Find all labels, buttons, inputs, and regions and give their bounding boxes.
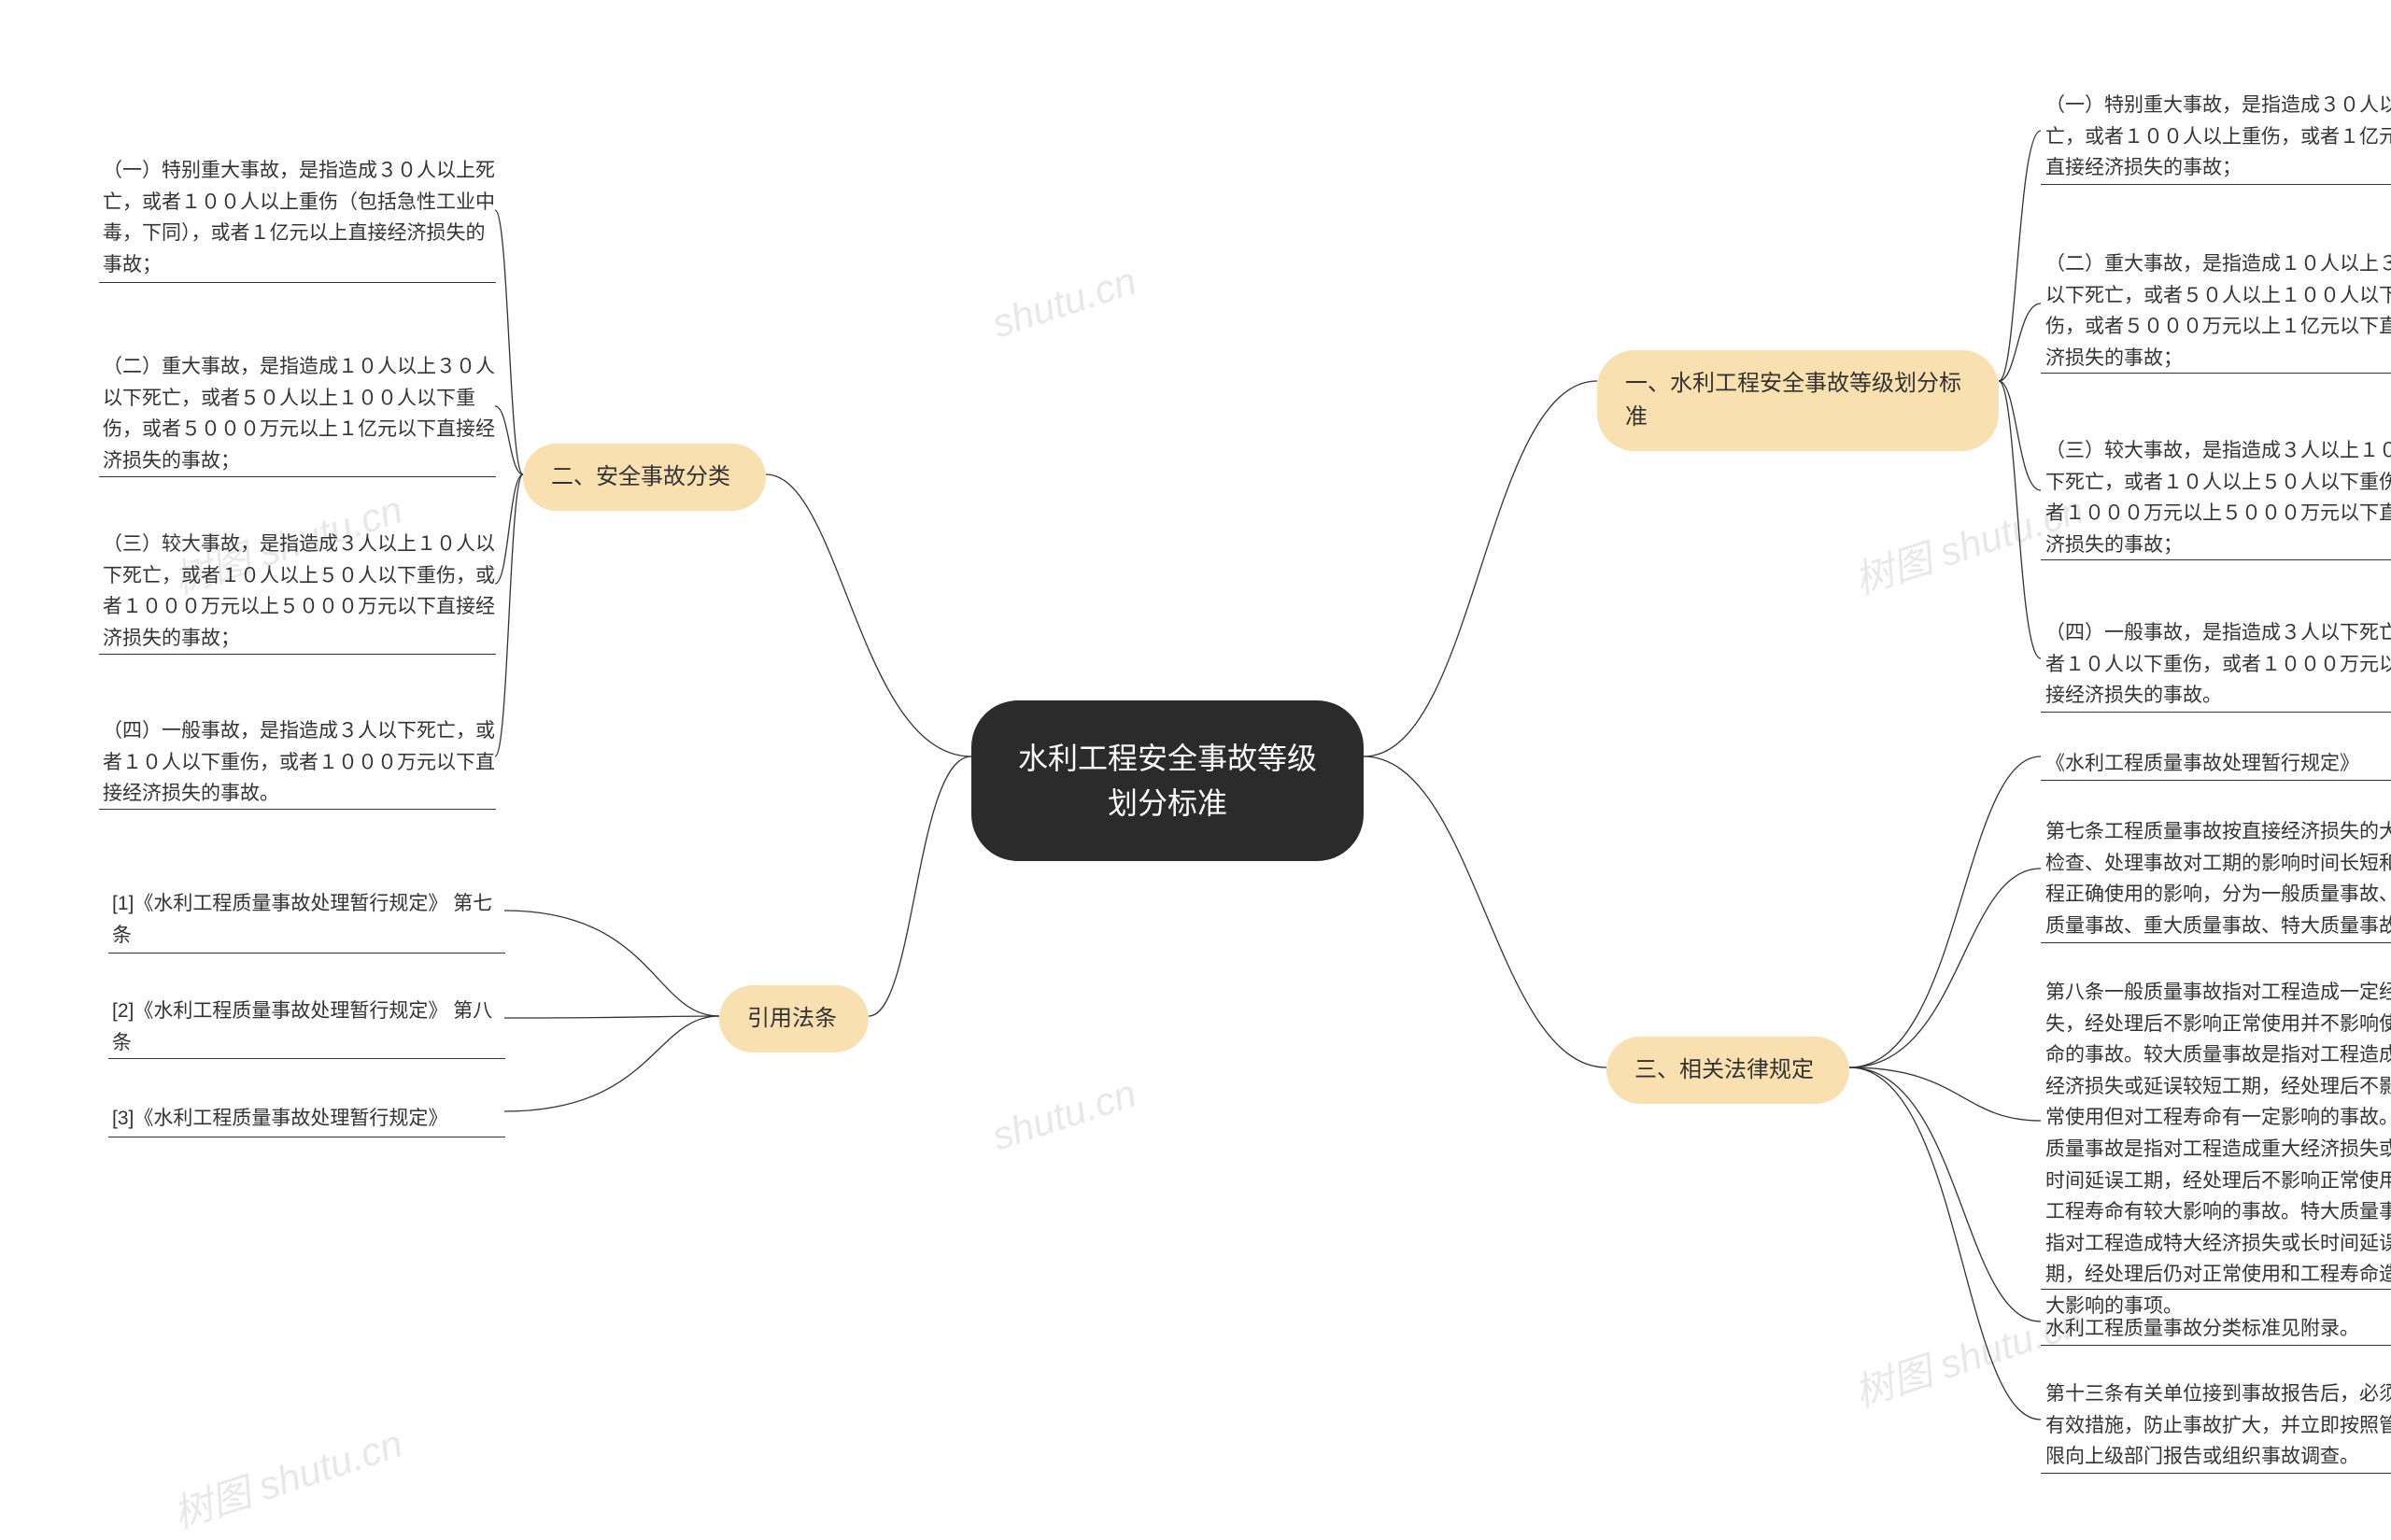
leaf-r1b[interactable]: （二）重大事故，是指造成１０人以上３０人以下死亡，或者５０人以上１００人以下重伤… [2045, 243, 2391, 379]
leaf-l4a[interactable]: [1]《水利工程质量事故处理暂行规定》 第七条 [112, 883, 504, 956]
leaf-r3c[interactable]: 第八条一般质量事故指对工程造成一定经济损失，经处理后不影响正常使用并不影响使用寿… [2045, 971, 2391, 1328]
leaf-r1d[interactable]: （四）一般事故，是指造成３人以下死亡，或者１０人以下重伤，或者１０００万元以下直… [2045, 612, 2391, 717]
leaf-underline [2041, 780, 2391, 781]
leaf-underline [2041, 1345, 2391, 1346]
leaf-underline [2041, 184, 2391, 185]
branch-1[interactable]: 一、水利工程安全事故等级划分标准 [1597, 350, 1999, 451]
leaf-underline [99, 476, 496, 477]
leaf-r3e[interactable]: 第十三条有关单位接到事故报告后，必须采取有效措施，防止事故扩大，并立即按照管理权… [2045, 1373, 2391, 1478]
leaf-r3a[interactable]: 《水利工程质量事故处理暂行规定》 [2045, 742, 2391, 785]
watermark: shutu.cn [986, 1071, 1141, 1160]
leaf-underline [2041, 373, 2391, 374]
branch-3[interactable]: 三、相关法律规定 [1606, 1037, 1849, 1104]
branch-4[interactable]: 引用法条 [719, 985, 869, 1053]
leaf-l2b[interactable]: （二）重大事故，是指造成１０人以上３０人以下死亡，或者５０人以上１００人以下重伤… [103, 346, 495, 482]
leaf-underline [99, 809, 496, 810]
leaf-r1c[interactable]: （三）较大事故，是指造成３人以上１０人以下死亡，或者１０人以上５０人以下重伤，或… [2045, 430, 2391, 566]
leaf-underline [2041, 942, 2391, 943]
leaf-underline [108, 953, 505, 954]
leaf-underline [2041, 1473, 2391, 1474]
leaf-r3d[interactable]: 水利工程质量事故分类标准见附录。 [2045, 1307, 2391, 1350]
leaf-underline [2041, 1289, 2391, 1290]
leaf-l4c[interactable]: [3]《水利工程质量事故处理暂行规定》 [112, 1097, 504, 1140]
leaf-underline [99, 654, 496, 655]
leaf-l2d[interactable]: （四）一般事故，是指造成３人以下死亡，或者１０人以下重伤，或者１０００万元以下直… [103, 710, 495, 815]
leaf-l2a[interactable]: （一）特别重大事故，是指造成３０人以上死亡，或者１００人以上重伤（包括急性工业中… [103, 149, 495, 286]
leaf-l4b[interactable]: [2]《水利工程质量事故处理暂行规定》 第八条 [112, 990, 504, 1064]
leaf-underline [2041, 712, 2391, 713]
leaf-r3b[interactable]: 第七条工程质量事故按直接经济损失的大小，检查、处理事故对工期的影响时间长短和对工… [2045, 811, 2391, 947]
leaf-underline [99, 282, 496, 283]
leaf-r1a[interactable]: （一）特别重大事故，是指造成３０人以上死亡，或者１００人以上重伤，或者１亿元以上… [2045, 84, 2391, 190]
watermark: 树图 shutu.cn [165, 1412, 409, 1540]
leaf-underline [108, 1058, 505, 1059]
branch-2[interactable]: 二、安全事故分类 [523, 444, 766, 511]
watermark: shutu.cn [986, 259, 1141, 347]
leaf-underline [2041, 559, 2391, 560]
leaf-l2c[interactable]: （三）较大事故，是指造成３人以上１０人以下死亡，或者１０人以上５０人以下重伤，或… [103, 523, 495, 659]
center-node[interactable]: 水利工程安全事故等级划分标准 [971, 700, 1364, 861]
